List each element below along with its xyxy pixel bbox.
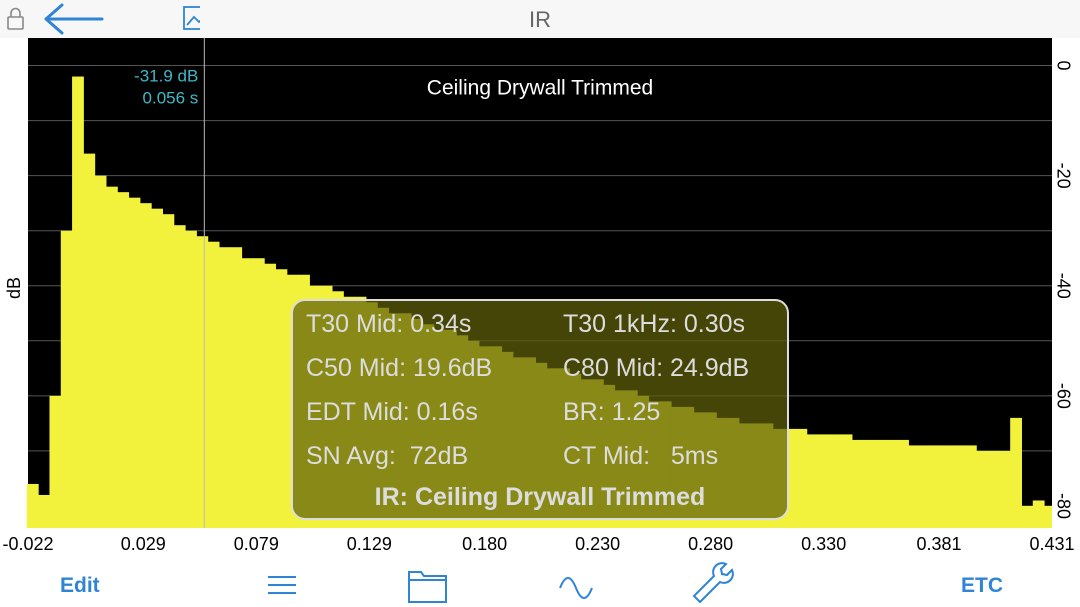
stat-text: CT Mid: 5ms bbox=[563, 442, 719, 470]
cursor-time-label: 0.056 s bbox=[143, 88, 199, 107]
bar bbox=[94, 175, 107, 528]
bar bbox=[1010, 417, 1022, 528]
bar bbox=[919, 445, 932, 528]
top-icons bbox=[7, 3, 200, 35]
bar bbox=[173, 225, 186, 528]
bar bbox=[230, 247, 243, 528]
bar bbox=[942, 445, 955, 528]
stat-text: T30 Mid: 0.34s bbox=[306, 310, 472, 338]
x-tick-label: 0.280 bbox=[688, 534, 733, 554]
bar bbox=[185, 230, 197, 528]
x-tick-label: 0.079 bbox=[234, 534, 279, 554]
bar bbox=[784, 428, 796, 528]
bar bbox=[241, 258, 254, 528]
bar bbox=[874, 439, 887, 528]
chart-title: Ceiling Drywall Trimmed bbox=[427, 77, 653, 100]
lock-icon[interactable] bbox=[7, 7, 24, 30]
bar bbox=[964, 445, 977, 528]
bar bbox=[72, 76, 84, 529]
bar bbox=[908, 445, 921, 528]
stat-text: SN Avg: 72dB bbox=[306, 442, 469, 470]
bar bbox=[818, 434, 830, 528]
bar bbox=[151, 208, 163, 528]
y-tick-label: -40 bbox=[1053, 273, 1073, 299]
list-icon[interactable] bbox=[268, 576, 296, 594]
bar bbox=[885, 439, 898, 528]
bar bbox=[105, 186, 118, 529]
bar bbox=[219, 247, 231, 528]
wave-icon[interactable] bbox=[559, 577, 593, 599]
x-tick-label: 0.230 bbox=[575, 534, 620, 554]
bar bbox=[117, 192, 130, 529]
bar bbox=[128, 197, 141, 529]
bar bbox=[207, 241, 220, 528]
y-tick-label: 0 bbox=[1053, 61, 1073, 71]
x-tick-label: 0.129 bbox=[347, 534, 392, 554]
bar bbox=[998, 450, 1011, 528]
stats-overlay: T30 Mid: 0.34s T30 1kHz: 0.30s C50 Mid: 19… bbox=[291, 299, 789, 520]
x-tick-label: 0.381 bbox=[916, 534, 961, 554]
x-tick-label: -0.022 bbox=[2, 534, 53, 554]
bar bbox=[931, 445, 943, 528]
bar bbox=[252, 258, 265, 528]
y-axis-label: dB bbox=[4, 277, 24, 299]
cursor-db-label: -31.9 dB bbox=[134, 66, 198, 85]
bar bbox=[60, 230, 73, 528]
x-tick-label: 0.431 bbox=[1029, 534, 1074, 554]
bar bbox=[196, 236, 209, 528]
image-icon[interactable] bbox=[183, 6, 200, 30]
top-bar: IR bbox=[0, 0, 1080, 38]
etc-button[interactable]: ETC bbox=[961, 574, 1003, 597]
overlay-caption: IR: Ceiling Drywall Trimmed bbox=[374, 483, 706, 511]
bar bbox=[275, 269, 288, 528]
right-axis-strip bbox=[1052, 38, 1080, 528]
y-tick-label: -60 bbox=[1053, 383, 1073, 409]
bar bbox=[1044, 505, 1056, 528]
folder-icon[interactable] bbox=[408, 571, 447, 603]
bar bbox=[829, 434, 842, 528]
stat-text: BR: 1.25 bbox=[563, 398, 661, 426]
x-tick-label: 0.330 bbox=[801, 534, 846, 554]
screen-title: IR bbox=[529, 7, 551, 32]
bar bbox=[840, 434, 853, 528]
back-button[interactable] bbox=[44, 3, 104, 35]
bar bbox=[139, 203, 152, 529]
bar bbox=[851, 439, 864, 528]
bar bbox=[897, 439, 909, 528]
wrench-icon[interactable] bbox=[692, 562, 734, 604]
bar bbox=[863, 439, 876, 528]
bar bbox=[38, 494, 50, 528]
stat-text: T30 1kHz: 0.30s bbox=[563, 310, 746, 338]
bottom-toolbar: Edit ETC bbox=[0, 562, 1080, 607]
x-tick-label: 0.029 bbox=[121, 534, 166, 554]
y-tick-label: -20 bbox=[1053, 163, 1073, 189]
bar bbox=[953, 445, 966, 528]
edit-button[interactable]: Edit bbox=[60, 574, 100, 597]
y-tick-label: -80 bbox=[1053, 493, 1073, 519]
bar bbox=[49, 395, 62, 528]
bar bbox=[795, 428, 808, 528]
bar bbox=[987, 450, 1000, 528]
bar bbox=[264, 263, 277, 528]
bar bbox=[806, 434, 819, 528]
stat-text: C80 Mid: 24.9dB bbox=[563, 354, 750, 382]
bar bbox=[26, 483, 39, 528]
bar bbox=[162, 214, 175, 528]
stat-text: EDT Mid: 0.16s bbox=[306, 398, 478, 426]
bar bbox=[976, 450, 989, 528]
bar bbox=[1021, 505, 1034, 528]
x-tick-label: 0.180 bbox=[462, 534, 507, 554]
toolbar-icons bbox=[268, 562, 734, 604]
bar bbox=[1032, 500, 1045, 528]
stat-text: C50 Mid: 19.6dB bbox=[306, 354, 493, 382]
bar bbox=[83, 153, 96, 528]
